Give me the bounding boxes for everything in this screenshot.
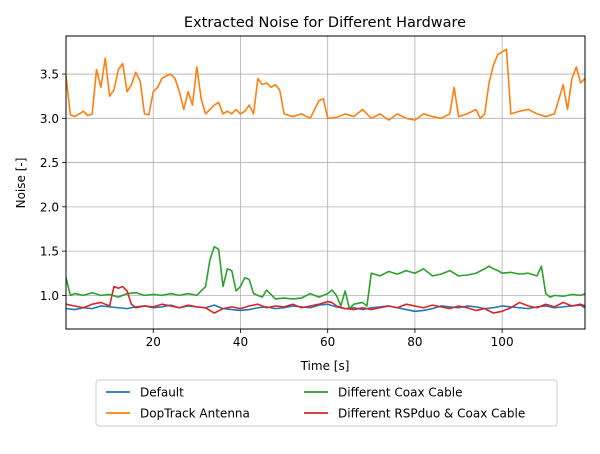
x-tick-label: 60 — [320, 335, 335, 349]
y-tick-label: 3.5 — [40, 68, 59, 82]
chart-title: Extracted Noise for Different Hardware — [184, 15, 466, 31]
series-line-1 — [65, 303, 586, 313]
grid-lines — [66, 36, 585, 329]
x-tick-label: 20 — [146, 335, 161, 349]
series-lines — [65, 48, 586, 314]
y-tick-label: 2.5 — [40, 156, 59, 170]
legend-label: Different Coax Cable — [338, 386, 462, 400]
axis-ticks: 20 40 60 80 100 1.0 1.5 2.0 2.5 3.0 3.5 — [40, 68, 514, 349]
legend: Default DopTrack Antenna Different Coax Ca… — [95, 379, 558, 427]
plot-frame — [65, 35, 586, 330]
legend-label: Default — [140, 386, 184, 400]
y-tick-label: 3.0 — [40, 112, 59, 126]
series-line-3 — [65, 245, 586, 310]
y-tick-label: 1.0 — [40, 289, 59, 303]
series-line-2 — [65, 48, 586, 121]
y-axis-label: Noise [-] — [14, 158, 28, 209]
y-tick-label: 1.5 — [40, 245, 59, 259]
y-tick-label: 2.0 — [40, 200, 59, 214]
x-tick-label: 100 — [491, 335, 514, 349]
x-tick-label: 80 — [407, 335, 422, 349]
series-line-4 — [65, 285, 586, 314]
x-tick-label: 40 — [233, 335, 248, 349]
x-axis-label: Time [s] — [300, 359, 350, 373]
legend-label: DopTrack Antenna — [140, 407, 250, 421]
legend-frame — [95, 379, 558, 427]
legend-label: Different RSPduo & Coax Cable — [338, 407, 525, 421]
